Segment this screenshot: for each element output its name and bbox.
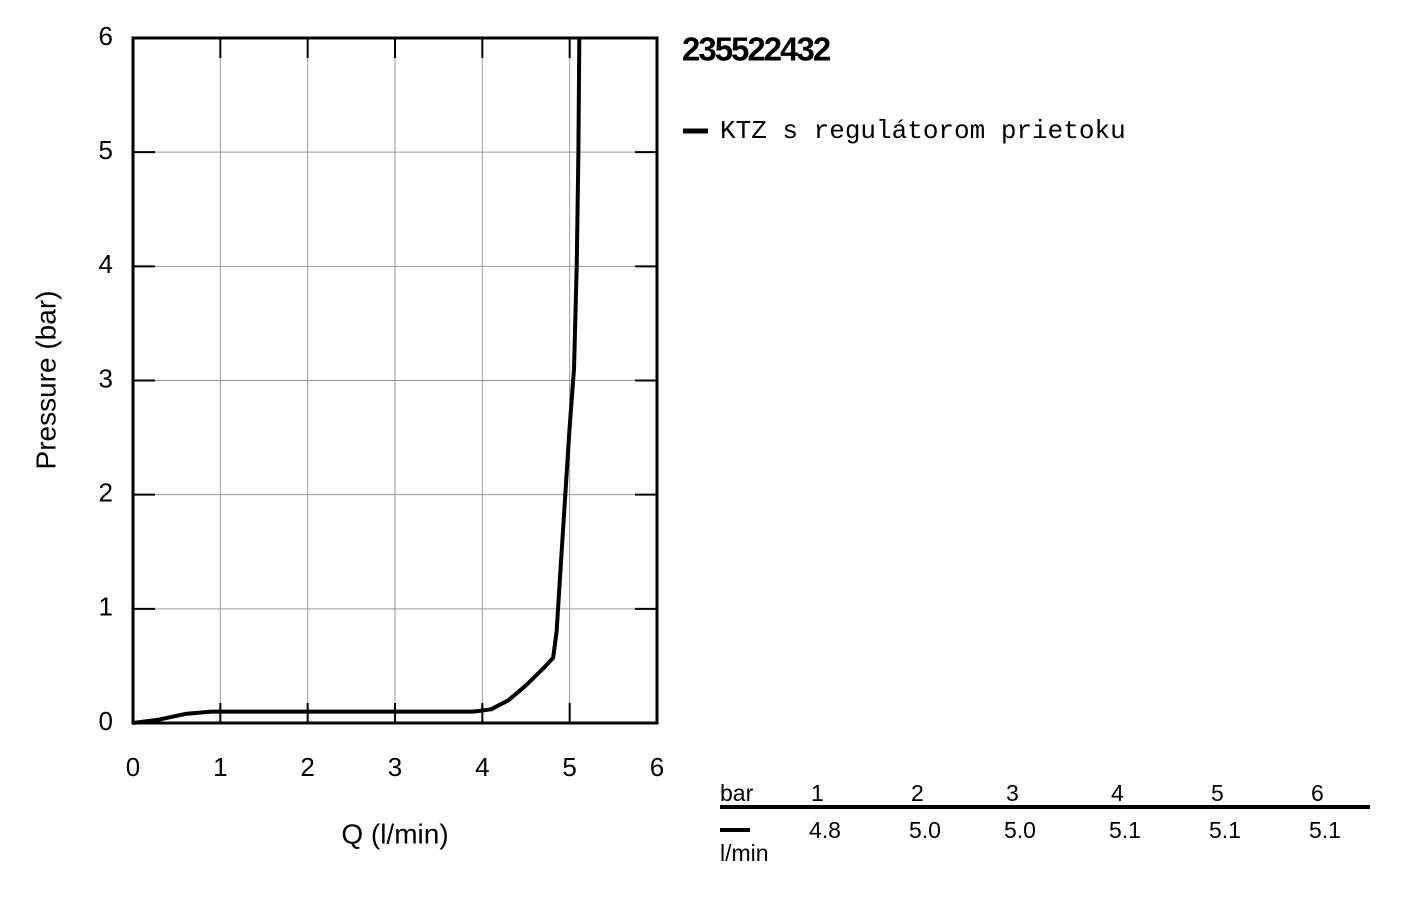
y-tick-label: 0	[99, 706, 113, 736]
x-tick-label: 2	[300, 752, 314, 782]
y-tick-label: 4	[99, 249, 113, 279]
x-axis-label: Q (l/min)	[341, 818, 448, 849]
legend-label: KTZ s regulátorom prietoku	[720, 116, 1126, 146]
table-header: 5	[1211, 780, 1224, 806]
y-axis-label: Pressure (bar)	[30, 291, 61, 470]
y-tick-label: 3	[99, 363, 113, 393]
table-unit: l/min	[720, 840, 769, 866]
table-cell: 5.0	[1004, 817, 1036, 843]
x-tick-label: 5	[562, 752, 576, 782]
table-header: 3	[1006, 780, 1019, 806]
x-tick-label: 3	[388, 752, 402, 782]
table-header: 1	[811, 780, 824, 806]
table-header: 6	[1311, 780, 1324, 806]
table-header: bar	[720, 780, 754, 806]
y-tick-label: 5	[99, 135, 113, 165]
plot-frame	[131, 36, 659, 725]
table-cell: 5.1	[1209, 817, 1241, 843]
table-cell: 5.1	[1109, 817, 1141, 843]
table-header: 2	[911, 780, 924, 806]
x-tick-label: 6	[650, 752, 664, 782]
table-cell: 4.8	[809, 817, 841, 843]
data-line	[132, 37, 582, 725]
chart-title: 235522432	[682, 31, 831, 68]
x-tick-label: 1	[213, 752, 227, 782]
table-header: 4	[1111, 780, 1124, 806]
table-cell: 5.0	[909, 817, 941, 843]
y-tick-label: 2	[99, 478, 113, 508]
y-tick-label: 6	[99, 21, 113, 51]
x-tick-label: 4	[475, 752, 489, 782]
y-tick-label: 1	[99, 592, 113, 622]
x-tick-label: 0	[126, 752, 140, 782]
table-cell: 5.1	[1309, 817, 1341, 843]
